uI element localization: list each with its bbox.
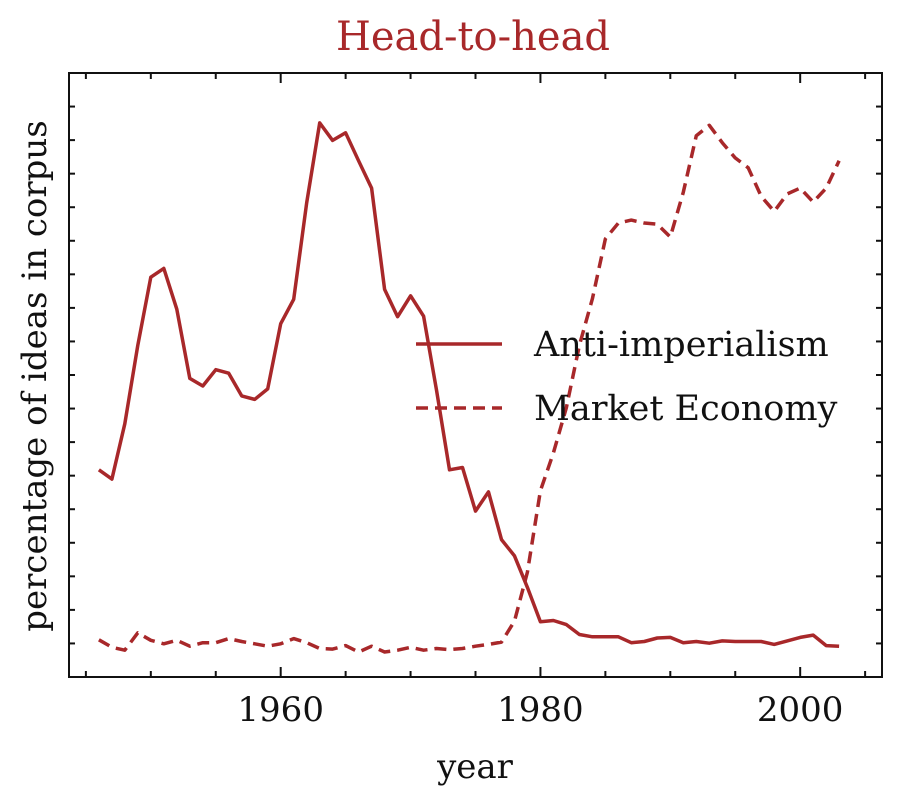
x-axis-label: year <box>436 747 514 787</box>
legend-label: Anti-imperialism <box>533 325 829 365</box>
y-axis-label: percentage of ideas in corpus <box>15 120 55 631</box>
series-line-market-economy <box>98 123 841 654</box>
x-tick-label: 2000 <box>757 690 844 730</box>
x-axis-ticks: 1960 1980 2000 <box>84 73 867 730</box>
x-tick-label: 1960 <box>237 690 324 730</box>
plot-lines <box>97 121 841 654</box>
legend-label: Market Economy <box>534 389 838 429</box>
y-axis-ticks <box>69 72 882 678</box>
legend: Anti-imperialism Market Economy <box>416 325 838 429</box>
plot-area-frame <box>68 72 883 678</box>
x-tick-label: 1980 <box>497 690 584 730</box>
series-line-anti-imperialism <box>97 121 840 648</box>
chart-title: Head-to-head <box>336 14 610 60</box>
